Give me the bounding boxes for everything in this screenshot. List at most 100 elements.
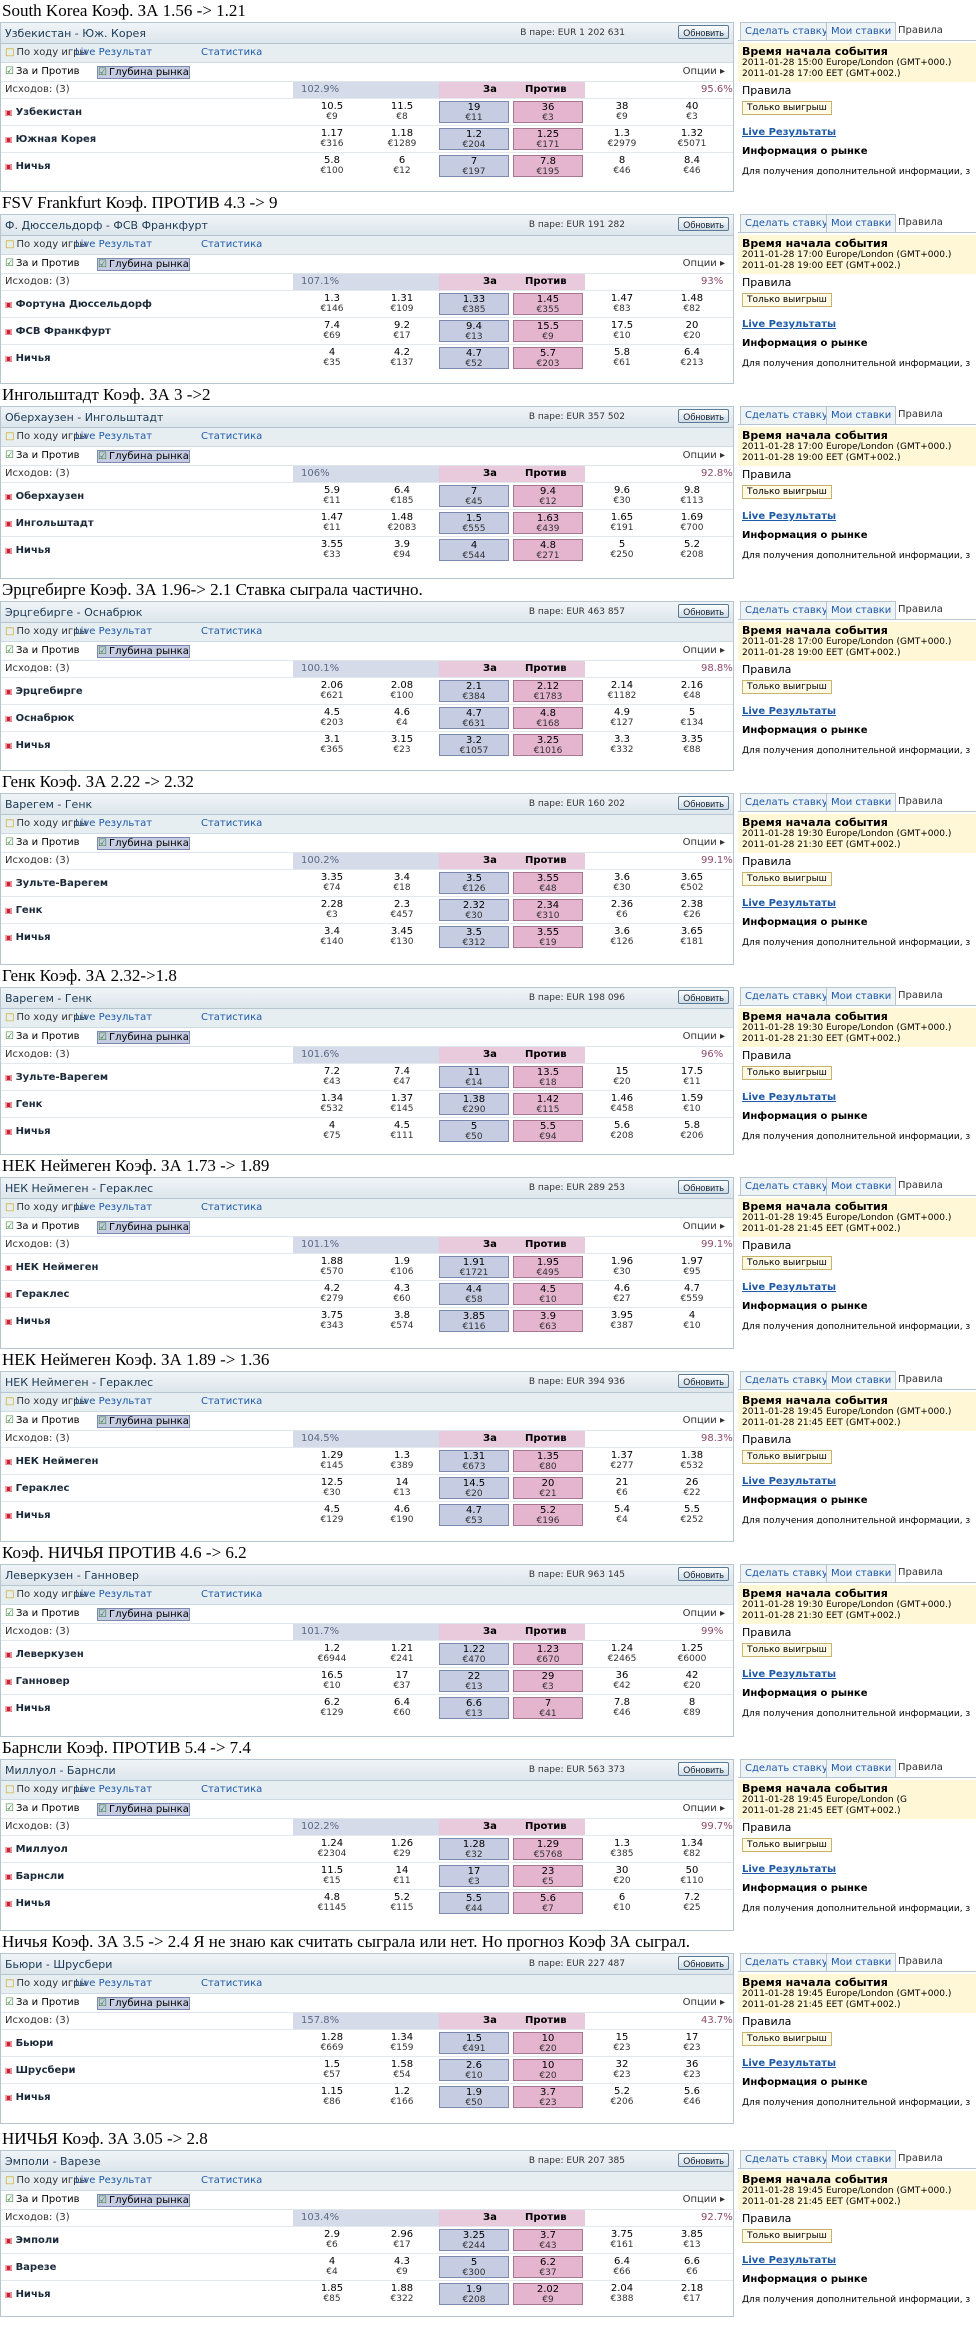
tab-statistics[interactable]: Статистика	[201, 239, 263, 250]
tab-live-result[interactable]: Live Результат	[75, 1202, 153, 1213]
tab-place-bet[interactable]: Сделать ставку	[740, 601, 833, 619]
price-cell-back2[interactable]: 11.5 €8	[367, 101, 437, 123]
price-cell-best-lay[interactable]: 29 €3	[513, 1670, 583, 1692]
price-cell-lay3[interactable]: 1.48 €82	[657, 293, 727, 315]
price-cell-best-back[interactable]: 5 €50	[439, 1119, 509, 1142]
tab-statistics[interactable]: Статистика	[201, 1395, 263, 1407]
depth-checkbox[interactable]: Глубина рынка	[97, 66, 190, 79]
tab-my-bets[interactable]: Мои ставки	[826, 986, 897, 1005]
price-cell-back3[interactable]: 4.5 €203	[297, 707, 367, 729]
price-cell-best-lay[interactable]: 3.7 €23	[513, 2085, 583, 2108]
price-cell-back2[interactable]: 6.4 €60	[367, 1697, 437, 1719]
price-cell-back2[interactable]: 4.3 €60	[367, 1283, 437, 1305]
runner-name[interactable]: НЕК Неймеген	[5, 1456, 99, 1467]
tab-rules[interactable]: Правила	[898, 217, 943, 228]
options-menu[interactable]: Опции	[683, 1221, 725, 1232]
live-results-link[interactable]: Live Результаты	[742, 319, 837, 330]
price-cell-best-back[interactable]: 9.4 €13	[439, 320, 509, 342]
price-cell-best-back[interactable]: 1.22 €470	[439, 1643, 509, 1665]
runner-name[interactable]: Ничья	[5, 2092, 51, 2103]
runner-name[interactable]: Узбекистан	[5, 107, 82, 118]
tab-place-bet[interactable]: Сделать ставку	[740, 1177, 833, 1195]
price-cell-lay2[interactable]: 15 €20	[587, 1066, 657, 1088]
price-cell-back2[interactable]: 4.3 €9	[367, 2256, 437, 2278]
tab-rules[interactable]: Правила	[898, 1762, 943, 1773]
price-cell-best-lay[interactable]: 5.6 €7	[513, 1892, 583, 1914]
price-cell-best-back[interactable]: 4.7 €53	[439, 1503, 509, 1526]
options-menu[interactable]: Опции	[683, 258, 725, 269]
price-cell-best-back[interactable]: 2.1 €384	[439, 680, 509, 702]
price-cell-lay3[interactable]: 3.65 €502	[657, 872, 727, 894]
price-cell-best-back[interactable]: 4.7 €52	[439, 347, 509, 369]
depth-checkbox[interactable]: Глубина рынка	[97, 1996, 190, 2010]
price-cell-lay2[interactable]: 1.24 €2465	[587, 1643, 657, 1665]
tab-my-bets[interactable]: Мои ставки	[826, 22, 897, 40]
tab-rules[interactable]: Правила	[898, 1373, 943, 1385]
price-cell-lay3[interactable]: 2.18 €17	[657, 2283, 727, 2305]
live-results-link[interactable]: Live Результаты	[742, 2057, 837, 2069]
tab-inplay[interactable]: По ходу игры	[5, 1012, 87, 1023]
runner-name[interactable]: Леверкузен	[5, 1649, 84, 1660]
price-cell-back2[interactable]: 3.45 €130	[367, 926, 437, 948]
runner-name[interactable]: Зульте-Варегем	[5, 878, 109, 889]
price-cell-lay2[interactable]: 1.3 €2979	[587, 128, 657, 150]
price-cell-lay2[interactable]: 3.3 €332	[587, 734, 657, 756]
live-results-link[interactable]: Live Результаты	[742, 1091, 837, 1103]
price-cell-lay3[interactable]: 5.6 €46	[657, 2086, 727, 2108]
options-menu[interactable]: Опции	[683, 1803, 725, 1814]
options-menu[interactable]: Опции	[683, 645, 725, 656]
winners-only-button[interactable]: Только выигрыш	[742, 485, 832, 499]
price-cell-lay3[interactable]: 5 €134	[657, 707, 727, 729]
price-cell-back3[interactable]: 1.5 €57	[297, 2059, 367, 2081]
tab-inplay[interactable]: По ходу игры	[5, 47, 87, 58]
price-cell-lay3[interactable]: 17 €23	[657, 2032, 727, 2054]
price-cell-lay3[interactable]: 1.59 €10	[657, 1093, 727, 1115]
tab-inplay[interactable]: По ходу игры	[5, 1784, 87, 1795]
winners-only-button[interactable]: Только выигрыш	[742, 1838, 832, 1852]
refresh-button[interactable]: Обновить	[678, 2153, 729, 2167]
price-cell-best-lay[interactable]: 3.9 €63	[513, 1310, 583, 1332]
price-cell-back3[interactable]: 3.4 €140	[297, 926, 367, 948]
tab-rules[interactable]: Правила	[898, 409, 943, 420]
price-cell-best-lay[interactable]: 4.5 €10	[513, 1283, 583, 1305]
price-cell-best-lay[interactable]: 1.45 €355	[513, 293, 583, 315]
price-cell-best-lay[interactable]: 3.55 €19	[513, 926, 583, 948]
options-menu[interactable]: Опции	[683, 1031, 725, 1042]
runner-name[interactable]: Гераклес	[5, 1289, 70, 1300]
price-cell-best-lay[interactable]: 2.12 €1783	[513, 680, 583, 702]
price-cell-lay3[interactable]: 6.4 €213	[657, 347, 727, 369]
price-cell-lay2[interactable]: 5.8 €61	[587, 347, 657, 369]
tab-my-bets[interactable]: Мои ставки	[826, 1370, 897, 1389]
runner-name[interactable]: Ничья	[5, 1703, 51, 1714]
price-cell-best-back[interactable]: 3.25 €244	[439, 2229, 509, 2251]
runner-name[interactable]: Эрцгебирге	[5, 686, 83, 697]
tab-my-bets[interactable]: Мои ставки	[826, 793, 897, 811]
tab-statistics[interactable]: Статистика	[201, 47, 263, 58]
tab-place-bet[interactable]: Сделать ставку	[740, 1370, 833, 1389]
price-cell-back2[interactable]: 1.31 €109	[367, 293, 437, 315]
tab-live-result[interactable]: Live Результат	[75, 431, 153, 442]
price-cell-best-lay[interactable]: 1.95 €495	[513, 1256, 583, 1278]
runner-name[interactable]: Ничья	[5, 1126, 51, 1137]
price-cell-back2[interactable]: 14 €11	[367, 1865, 437, 1887]
tab-statistics[interactable]: Статистика	[201, 818, 263, 829]
price-cell-back2[interactable]: 6 €12	[367, 155, 437, 177]
winners-only-button[interactable]: Только выигрыш	[742, 293, 832, 307]
price-cell-back3[interactable]: 1.15 €86	[297, 2086, 367, 2108]
price-cell-lay3[interactable]: 1.97 €95	[657, 1256, 727, 1278]
price-cell-lay3[interactable]: 26 €22	[657, 1477, 727, 1499]
price-cell-back2[interactable]: 4.6 €190	[367, 1504, 437, 1526]
live-results-link[interactable]: Live Результаты	[742, 706, 837, 717]
price-cell-lay2[interactable]: 3.6 €126	[587, 926, 657, 948]
price-cell-back2[interactable]: 3.15 €23	[367, 734, 437, 756]
tab-inplay[interactable]: По ходу игры	[5, 1978, 87, 1989]
price-cell-best-back[interactable]: 1.28 €32	[439, 1838, 509, 1860]
price-cell-back2[interactable]: 4.2 €137	[367, 347, 437, 369]
tab-statistics[interactable]: Статистика	[201, 1011, 263, 1023]
price-cell-back3[interactable]: 4 €35	[297, 347, 367, 369]
depth-checkbox[interactable]: Глубина рынка	[97, 1608, 190, 1621]
runner-name[interactable]: Ничья	[5, 1316, 51, 1327]
backlay-checkbox[interactable]: За и Против	[5, 1997, 80, 2008]
price-cell-lay3[interactable]: 7.2 €25	[657, 1892, 727, 1914]
runner-name[interactable]: Ничья	[5, 353, 51, 364]
